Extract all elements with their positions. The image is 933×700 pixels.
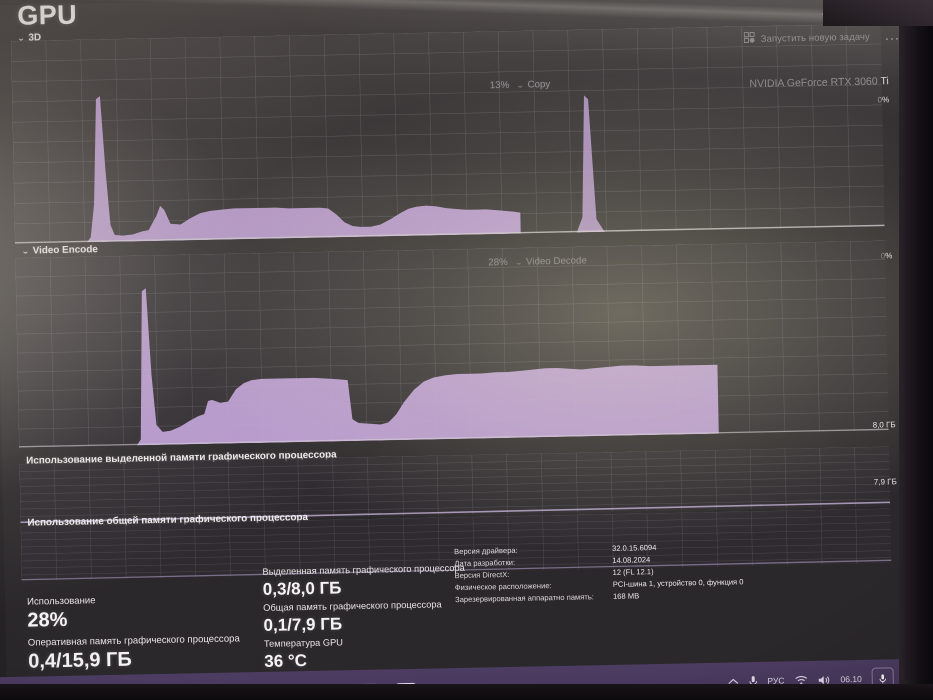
stat-value: 0,3/8,0 ГБ: [262, 577, 342, 599]
stats-column-memory: Выделенная память графического процессор…: [262, 563, 466, 676]
stats-info-table: Версия драйвера: 32.0.15.6094 Дата разрабо…: [454, 541, 744, 604]
info-label: Версия драйвера:: [454, 545, 518, 557]
monitor-bezel-bottom: [0, 684, 933, 700]
info-label: Физическое расположение:: [454, 581, 552, 593]
graph-video-encode[interactable]: [15, 240, 889, 448]
monitor-bezel-right: [899, 0, 933, 700]
info-value: 32.0.15.6094: [611, 543, 657, 553]
page-title: GPU: [16, 0, 78, 31]
stat-block: Оперативная память графического процессо…: [28, 633, 241, 673]
clock[interactable]: 06.10: [840, 673, 862, 685]
stat-value: 28%: [27, 608, 68, 632]
stats-column-usage: Использование 28% Оперативная память графи…: [27, 592, 241, 678]
info-value: 12 (FL 12.1): [612, 567, 654, 577]
info-label: Дата разработки:: [454, 557, 516, 569]
info-label: Версия DirectX:: [454, 569, 510, 581]
stat-block: Общая память графического процессора 0,1/…: [263, 599, 466, 635]
info-label: Зарезервированная аппаратно память:: [454, 592, 594, 605]
info-value: 168 MB: [612, 591, 640, 601]
stat-block: Температура GPU 36 °C: [264, 635, 467, 671]
stat-block: Выделенная память графического процессор…: [262, 563, 465, 599]
graph-label-video-encode[interactable]: ⌄ Video Encode: [21, 244, 98, 257]
axis-label-dedicated-top: 8,0 ГБ: [872, 420, 896, 430]
stat-block: Использование 28%: [27, 592, 240, 632]
stat-value: 0,4/15,9 ГБ: [28, 648, 132, 673]
task-manager-window: Запустить новую задачу ··· GPU NVIDIA Ge…: [0, 0, 923, 678]
stat-value: 0,1/7,9 ГБ: [263, 614, 343, 635]
chevron-down-icon: ⌄: [21, 246, 30, 256]
more-options-button[interactable]: ···: [884, 31, 901, 46]
monitor-bezel-corner: [823, 0, 933, 26]
info-value: 14.08.2024: [612, 555, 651, 565]
axis-label-shared-top: 7,9 ГБ: [873, 477, 897, 487]
graph-3d[interactable]: [10, 23, 885, 244]
info-value: PCI-шина 1, устройство 0, функция 0: [612, 577, 744, 589]
